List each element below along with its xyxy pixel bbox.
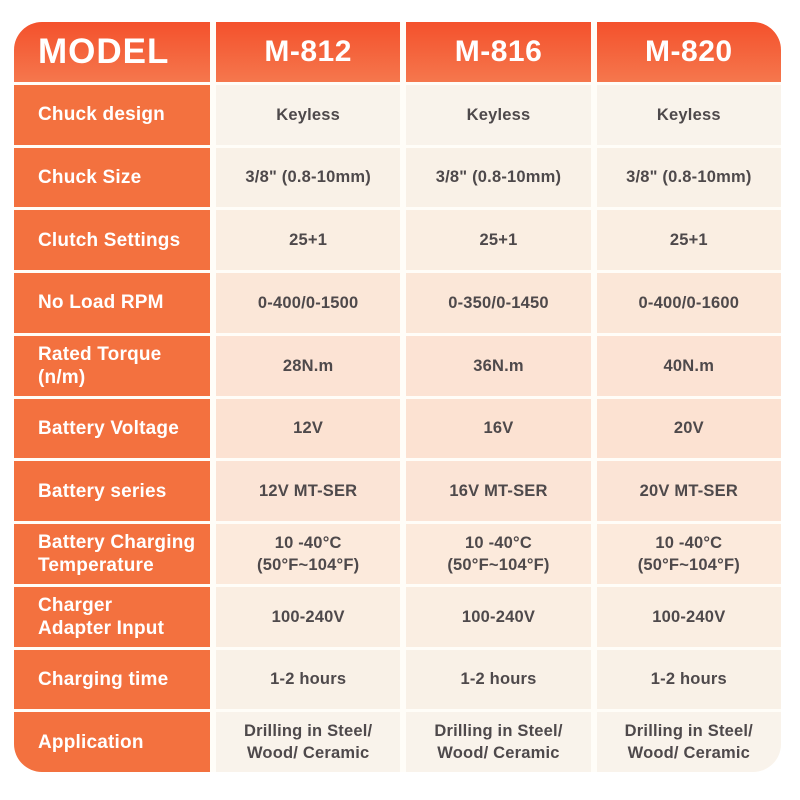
row-label-charging-temp: Battery Charging Temperature	[14, 524, 210, 584]
value-torque-m812: 28N.m	[216, 335, 401, 396]
value-chuck-design-m812: Keyless	[216, 85, 401, 145]
value-torque-m816: 36N.m	[406, 335, 591, 396]
value-chuck-size-m816: 3/8" (0.8-10mm)	[406, 147, 591, 208]
value-temp-m816: 10 -40°C (50°F~104°F)	[406, 524, 591, 584]
row-label-chuck-design: Chuck design	[14, 85, 210, 145]
product-spec-table: MODEL M-812 M-816 M-820 Chuck design Key…	[14, 22, 781, 772]
value-voltage-m816: 16V	[406, 398, 591, 459]
row-label-application: Application	[14, 712, 210, 772]
row-label-battery-voltage: Battery Voltage	[14, 398, 210, 459]
value-rpm-m812: 0-400/0-1500	[216, 273, 401, 333]
value-series-m820: 20V MT-SER	[596, 461, 781, 522]
value-series-m812: 12V MT-SER	[216, 461, 401, 522]
row-label-charger-input: Charger Adapter Input	[14, 586, 210, 647]
value-application-m812: Drilling in Steel/ Wood/ Ceramic	[216, 712, 401, 772]
row-label-rated-torque: Rated Torque (n/m)	[14, 335, 210, 396]
value-application-m816: Drilling in Steel/ Wood/ Ceramic	[406, 712, 591, 772]
column-header-m812: M-812	[216, 22, 401, 82]
value-chuck-design-m820: Keyless	[596, 85, 781, 145]
value-torque-m820: 40N.m	[596, 335, 781, 396]
row-label-chuck-size: Chuck Size	[14, 147, 210, 208]
value-temp-m820: 10 -40°C (50°F~104°F)	[596, 524, 781, 584]
value-chuck-size-m812: 3/8" (0.8-10mm)	[216, 147, 401, 208]
row-label-no-load-rpm: No Load RPM	[14, 273, 210, 333]
value-charger-m820: 100-240V	[596, 586, 781, 647]
value-charger-m816: 100-240V	[406, 586, 591, 647]
column-header-m820: M-820	[596, 22, 781, 82]
value-rpm-m820: 0-400/0-1600	[596, 273, 781, 333]
row-label-battery-series: Battery series	[14, 461, 210, 522]
row-label-charging-time: Charging time	[14, 649, 210, 710]
value-chuck-design-m816: Keyless	[406, 85, 591, 145]
value-voltage-m820: 20V	[596, 398, 781, 459]
value-series-m816: 16V MT-SER	[406, 461, 591, 522]
value-rpm-m816: 0-350/0-1450	[406, 273, 591, 333]
value-time-m816: 1-2 hours	[406, 649, 591, 710]
value-time-m812: 1-2 hours	[216, 649, 401, 710]
value-charger-m812: 100-240V	[216, 586, 401, 647]
row-label-clutch-settings: Clutch Settings	[14, 210, 210, 271]
value-application-m820: Drilling in Steel/ Wood/ Ceramic	[596, 712, 781, 772]
model-header-cell: MODEL	[14, 22, 210, 82]
value-chuck-size-m820: 3/8" (0.8-10mm)	[596, 147, 781, 208]
value-voltage-m812: 12V	[216, 398, 401, 459]
value-time-m820: 1-2 hours	[596, 649, 781, 710]
column-header-m816: M-816	[406, 22, 591, 82]
value-clutch-m812: 25+1	[216, 210, 401, 271]
value-clutch-m820: 25+1	[596, 210, 781, 271]
value-temp-m812: 10 -40°C (50°F~104°F)	[216, 524, 401, 584]
value-clutch-m816: 25+1	[406, 210, 591, 271]
